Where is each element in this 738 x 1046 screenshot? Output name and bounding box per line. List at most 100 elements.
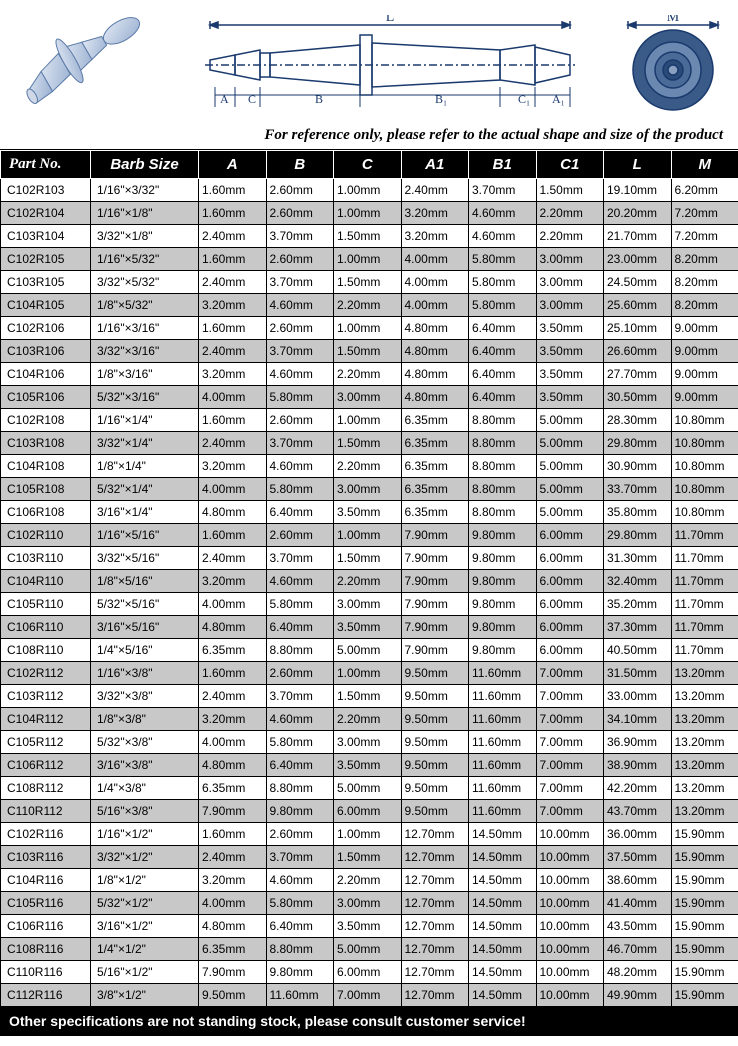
table-row: C102R1101/16"×5/16"1.60mm2.60mm1.00mm7.9… bbox=[1, 524, 738, 547]
table-cell: C102R112 bbox=[1, 662, 91, 685]
table-cell: 14.50mm bbox=[469, 823, 537, 846]
table-cell: 3.20mm bbox=[199, 294, 267, 317]
table-cell: 8.80mm bbox=[469, 478, 537, 501]
table-cell: 9.00mm bbox=[671, 386, 738, 409]
table-row: C104R1121/8"×3/8"3.20mm4.60mm2.20mm9.50m… bbox=[1, 708, 738, 731]
table-cell: 6.40mm bbox=[469, 340, 537, 363]
table-cell: 4.60mm bbox=[266, 570, 334, 593]
table-cell: 10.80mm bbox=[671, 478, 738, 501]
table-cell: 5.00mm bbox=[334, 777, 402, 800]
table-row: C108R1101/4"×5/16"6.35mm8.80mm5.00mm7.90… bbox=[1, 639, 738, 662]
table-cell: 12.70mm bbox=[401, 892, 469, 915]
table-cell: 13.20mm bbox=[671, 685, 738, 708]
table-cell: 13.20mm bbox=[671, 754, 738, 777]
table-cell: 30.90mm bbox=[604, 455, 672, 478]
table-cell: 12.70mm bbox=[401, 938, 469, 961]
table-cell: 3.20mm bbox=[199, 708, 267, 731]
table-cell: 6.35mm bbox=[199, 639, 267, 662]
table-cell: 5.00mm bbox=[536, 455, 604, 478]
table-cell: 3/32"×1/4" bbox=[91, 432, 199, 455]
table-cell: 11.60mm bbox=[469, 754, 537, 777]
table-cell: 37.30mm bbox=[604, 616, 672, 639]
table-cell: 14.50mm bbox=[469, 984, 537, 1007]
table-cell: 7.00mm bbox=[536, 777, 604, 800]
table-cell: 1/8"×5/16" bbox=[91, 570, 199, 593]
table-cell: 6.00mm bbox=[334, 961, 402, 984]
table-cell: 3/32"×1/2" bbox=[91, 846, 199, 869]
table-cell: 5/16"×3/8" bbox=[91, 800, 199, 823]
table-cell: 4.60mm bbox=[469, 202, 537, 225]
table-cell: 10.80mm bbox=[671, 432, 738, 455]
table-row: C102R1121/16"×3/8"1.60mm2.60mm1.00mm9.50… bbox=[1, 662, 738, 685]
table-cell: 1/8"×3/16" bbox=[91, 363, 199, 386]
table-cell: 15.90mm bbox=[671, 915, 738, 938]
table-cell: 8.80mm bbox=[469, 455, 537, 478]
table-cell: C110R112 bbox=[1, 800, 91, 823]
table-cell: 9.00mm bbox=[671, 363, 738, 386]
svg-text:B: B bbox=[315, 92, 323, 106]
table-cell: 3.00mm bbox=[334, 593, 402, 616]
table-cell: 2.20mm bbox=[536, 225, 604, 248]
table-cell: 4.80mm bbox=[401, 363, 469, 386]
table-cell: C102R116 bbox=[1, 823, 91, 846]
table-cell: 19.10mm bbox=[604, 179, 672, 202]
table-cell: 4.60mm bbox=[266, 869, 334, 892]
table-row: C108R1161/4"×1/2"6.35mm8.80mm5.00mm12.70… bbox=[1, 938, 738, 961]
table-cell: C103R105 bbox=[1, 271, 91, 294]
table-cell: 5.80mm bbox=[469, 271, 537, 294]
table-cell: 1.00mm bbox=[334, 662, 402, 685]
table-row: C105R1085/32"×1/4"4.00mm5.80mm3.00mm6.35… bbox=[1, 478, 738, 501]
table-cell: 1.60mm bbox=[199, 823, 267, 846]
table-cell: 15.90mm bbox=[671, 846, 738, 869]
table-row: C106R1103/16"×5/16"4.80mm6.40mm3.50mm7.9… bbox=[1, 616, 738, 639]
table-cell: 3/16"×5/16" bbox=[91, 616, 199, 639]
table-cell: 7.00mm bbox=[536, 731, 604, 754]
table-cell: 31.50mm bbox=[604, 662, 672, 685]
table-cell: 7.00mm bbox=[536, 662, 604, 685]
table-cell: 11.60mm bbox=[469, 777, 537, 800]
table-cell: C103R110 bbox=[1, 547, 91, 570]
table-cell: 11.60mm bbox=[469, 731, 537, 754]
table-cell: C105R112 bbox=[1, 731, 91, 754]
table-cell: 6.35mm bbox=[401, 501, 469, 524]
table-cell: 4.80mm bbox=[199, 915, 267, 938]
table-cell: 11.70mm bbox=[671, 524, 738, 547]
table-row: C106R1083/16"×1/4"4.80mm6.40mm3.50mm6.35… bbox=[1, 501, 738, 524]
table-cell: 29.80mm bbox=[604, 524, 672, 547]
table-cell: 2.40mm bbox=[199, 846, 267, 869]
table-cell: 1/4"×1/2" bbox=[91, 938, 199, 961]
table-cell: 6.40mm bbox=[469, 386, 537, 409]
table-cell: 3.50mm bbox=[536, 340, 604, 363]
table-cell: 4.00mm bbox=[401, 271, 469, 294]
svg-text:M: M bbox=[667, 15, 680, 25]
table-cell: 11.70mm bbox=[671, 616, 738, 639]
table-cell: 4.80mm bbox=[199, 501, 267, 524]
table-cell: 6.00mm bbox=[536, 570, 604, 593]
table-cell: 7.00mm bbox=[536, 800, 604, 823]
table-cell: 10.00mm bbox=[536, 938, 604, 961]
table-cell: C106R112 bbox=[1, 754, 91, 777]
table-cell: 43.50mm bbox=[604, 915, 672, 938]
table-cell: 30.50mm bbox=[604, 386, 672, 409]
col-header: B1 bbox=[469, 151, 537, 179]
table-cell: 1.60mm bbox=[199, 524, 267, 547]
table-cell: C105R116 bbox=[1, 892, 91, 915]
table-cell: 1/4"×5/16" bbox=[91, 639, 199, 662]
table-cell: C102R106 bbox=[1, 317, 91, 340]
table-cell: 46.70mm bbox=[604, 938, 672, 961]
table-cell: 15.90mm bbox=[671, 961, 738, 984]
table-cell: 38.90mm bbox=[604, 754, 672, 777]
table-cell: C102R108 bbox=[1, 409, 91, 432]
svg-text:A₁: A₁ bbox=[552, 92, 565, 106]
table-cell: 14.50mm bbox=[469, 846, 537, 869]
table-cell: C108R110 bbox=[1, 639, 91, 662]
table-cell: 24.50mm bbox=[604, 271, 672, 294]
table-cell: 3.70mm bbox=[266, 846, 334, 869]
table-cell: 10.00mm bbox=[536, 984, 604, 1007]
table-cell: 4.00mm bbox=[199, 731, 267, 754]
table-cell: 20.20mm bbox=[604, 202, 672, 225]
table-cell: 5.00mm bbox=[536, 501, 604, 524]
table-cell: 9.50mm bbox=[401, 685, 469, 708]
table-cell: 37.50mm bbox=[604, 846, 672, 869]
table-cell: 1/8"×1/2" bbox=[91, 869, 199, 892]
